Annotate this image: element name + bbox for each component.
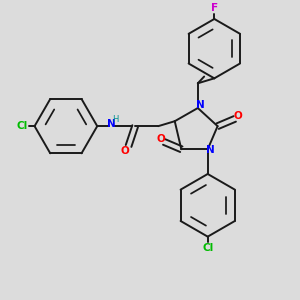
- Text: O: O: [233, 111, 242, 121]
- Text: Cl: Cl: [16, 121, 27, 131]
- Text: F: F: [211, 3, 218, 13]
- Text: H: H: [112, 115, 118, 124]
- Text: O: O: [120, 146, 129, 156]
- Text: Cl: Cl: [202, 243, 213, 253]
- Text: N: N: [107, 119, 116, 129]
- Text: O: O: [157, 134, 165, 144]
- Text: N: N: [196, 100, 205, 110]
- Text: N: N: [206, 145, 215, 155]
